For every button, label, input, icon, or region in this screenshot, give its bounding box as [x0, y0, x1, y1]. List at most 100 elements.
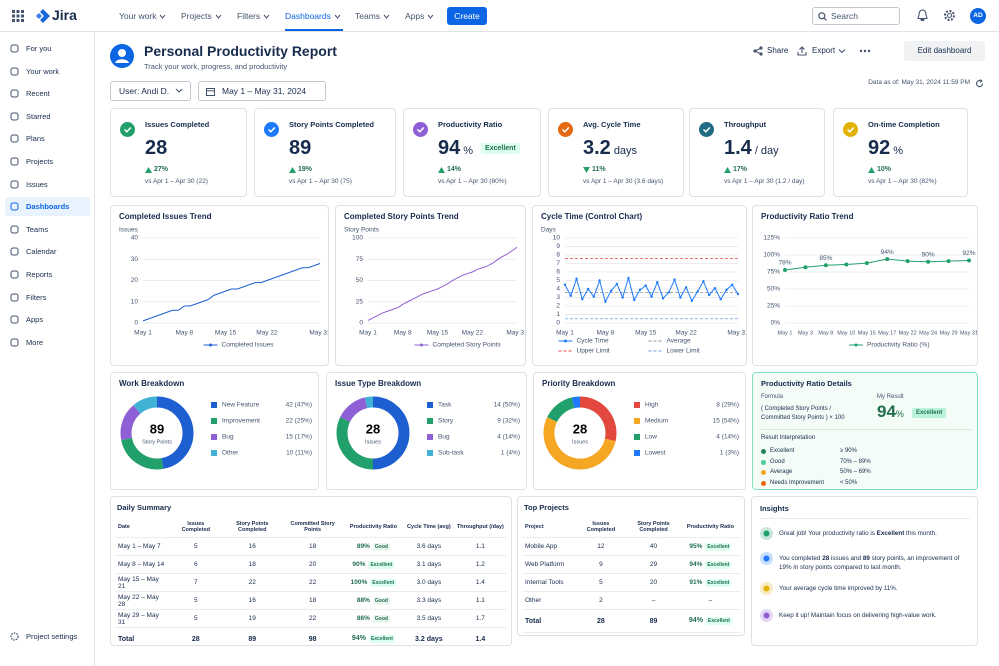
- point: [586, 287, 590, 291]
- y-tick-label: 7: [556, 260, 560, 267]
- app-switcher[interactable]: [12, 10, 24, 22]
- user-filter[interactable]: User: Andi D.: [110, 81, 191, 101]
- icon-bg: [264, 122, 279, 137]
- jira-logo[interactable]: [36, 9, 50, 23]
- nav-item[interactable]: Dashboards: [285, 11, 331, 21]
- kpi-change: 17%: [733, 166, 748, 173]
- sidebar-item[interactable]: Apps: [26, 315, 44, 325]
- legend-swatch: [211, 418, 217, 424]
- kpi-card: Throughput 1.4/ day 17% vs Apr 1 – Apr 30 (…: [689, 108, 825, 197]
- share-button[interactable]: Share: [767, 46, 789, 55]
- x-tick-label: May 15: [635, 330, 657, 337]
- kpi-icon: [413, 122, 428, 137]
- brand[interactable]: Jira: [52, 7, 77, 23]
- series-line: [564, 276, 739, 304]
- settings[interactable]: [943, 9, 956, 22]
- y-tick-label: 9: [556, 243, 560, 250]
- nav-item[interactable]: Your work: [119, 11, 157, 21]
- sidebar-item[interactable]: For you: [26, 44, 52, 53]
- kpi-badge: Excellent: [481, 143, 520, 154]
- avatar[interactable]: AD: [970, 8, 986, 24]
- table-cell: –: [680, 591, 740, 610]
- table-row: May 29 – May 31 5 19 22 86% Good 3.5 days 1.7: [115, 609, 507, 628]
- sidebar-item[interactable]: Starred: [26, 111, 51, 121]
- icon-shape: [10, 180, 19, 189]
- more-actions[interactable]: [859, 49, 871, 53]
- legend-swatch: [211, 450, 217, 456]
- export-caret[interactable]: [838, 47, 846, 55]
- y-tick-label: 50: [356, 277, 364, 284]
- trend-arrow: [438, 167, 445, 173]
- table-cell: 91% Excellent: [680, 573, 740, 592]
- nav-item[interactable]: Filters: [237, 11, 261, 21]
- refresh[interactable]: [975, 79, 984, 88]
- chart-title: Completed Story Points Trend: [344, 212, 459, 221]
- notifications[interactable]: [916, 9, 929, 22]
- page-title: Personal Productivity Report: [144, 43, 337, 59]
- breakdown-card: Issue Type Breakdown Task 14 (50%) Story 9 (…: [326, 372, 527, 490]
- legend-dot: [209, 343, 212, 347]
- sidebar-item[interactable]: Projects: [26, 157, 54, 166]
- kpi-icon: [843, 122, 858, 137]
- insight-icon: [760, 527, 773, 540]
- legend-label: High: [645, 402, 659, 409]
- sidebar-item[interactable]: More: [26, 337, 44, 347]
- table-cell: 94% Excellent: [342, 627, 404, 645]
- kpi-value: 89: [289, 137, 312, 159]
- sidebar-item[interactable]: Reports: [26, 270, 53, 279]
- donut-segment: [579, 396, 617, 442]
- search-placeholder: Search: [831, 11, 858, 21]
- nav-item[interactable]: Apps: [405, 11, 425, 21]
- sidebar-item[interactable]: Your work: [26, 66, 60, 76]
- ratio: 86%: [356, 614, 370, 622]
- kpi-label: On-time Completion: [868, 120, 940, 129]
- ratio: 91%: [689, 578, 703, 586]
- kpi-value: 94: [438, 137, 461, 159]
- sidebar-item[interactable]: Calendar: [26, 247, 57, 257]
- icon-shape: [10, 89, 19, 98]
- edit-dashboard[interactable]: Edit dashboard: [904, 41, 985, 61]
- ratio: 95%: [689, 542, 703, 550]
- sidebar-item[interactable]: Issues: [26, 179, 48, 189]
- settings-icon: [10, 632, 19, 641]
- date-range-box[interactable]: May 1 – May 31, 2024: [198, 81, 326, 101]
- search-box[interactable]: Search: [812, 7, 900, 25]
- kpi-label: Avg. Cycle Time: [583, 120, 641, 129]
- sidebar-item[interactable]: Dashboards: [26, 202, 70, 212]
- nav-item[interactable]: Teams: [355, 11, 381, 21]
- sidebar-item[interactable]: Recent: [26, 89, 50, 99]
- export-button[interactable]: Export: [812, 46, 836, 55]
- kpi-card: Story Points Completed 89 19% vs Apr 1 – Ap…: [254, 108, 396, 197]
- table-cell: 98: [282, 627, 343, 645]
- insight-icon: [760, 609, 773, 622]
- sidebar-item[interactable]: Filters: [26, 292, 47, 302]
- icon-shape: [10, 270, 19, 279]
- table-cell: 1.4: [453, 573, 507, 592]
- table-cell: 28: [575, 609, 627, 633]
- data-label: 85%: [819, 255, 832, 262]
- share-icon: [753, 46, 763, 56]
- project-settings[interactable]: Project settings: [26, 632, 78, 641]
- export-icon: [797, 46, 807, 56]
- x-tick-label: May 1: [778, 330, 793, 336]
- sidebar-item[interactable]: Teams: [26, 224, 49, 234]
- create-button[interactable]: Create: [447, 7, 487, 25]
- point: [575, 277, 578, 280]
- point: [684, 286, 688, 289]
- level-label: Needs Improvement: [770, 479, 825, 486]
- sidebar-icon: [10, 134, 19, 143]
- icon-bg: [558, 122, 573, 137]
- table-cell: 22: [222, 573, 283, 592]
- kpi-label: Throughput: [724, 120, 767, 129]
- sidebar-item[interactable]: Plans: [26, 134, 45, 144]
- table-cell: 16: [222, 591, 283, 610]
- icon-shape: [10, 247, 19, 256]
- legend-label: Task: [438, 402, 452, 409]
- nav-item[interactable]: Projects: [181, 11, 212, 21]
- table-cell: May 8 – May 14: [115, 555, 170, 574]
- table-cell: Internal Tools: [522, 573, 576, 592]
- sidebar-icon: [10, 67, 19, 76]
- legend-label: Lowest: [645, 450, 666, 457]
- insight-emphasis: Excellent: [876, 530, 905, 537]
- table-cell: 7: [169, 573, 223, 592]
